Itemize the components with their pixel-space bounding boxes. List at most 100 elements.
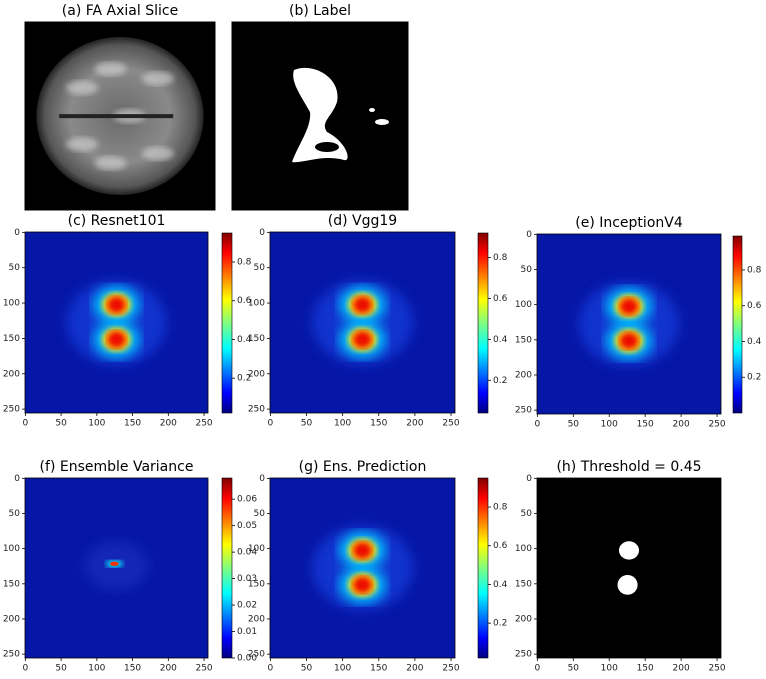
x-tick-label: 250 xyxy=(442,419,459,429)
y-tick-label: 100 xyxy=(248,544,265,554)
x-tick-label: 50 xyxy=(301,664,313,674)
y-tick-label: 100 xyxy=(515,544,532,554)
colorbar-tick-label: 0.4 xyxy=(493,335,508,345)
axes-frame xyxy=(536,477,722,659)
y-tick-label: 0 xyxy=(259,474,265,484)
colorbar-tick-label: 0.02 xyxy=(237,601,257,611)
white-matter xyxy=(142,146,174,161)
plot-area xyxy=(270,232,455,413)
colorbar-tick-label: 0.01 xyxy=(237,627,257,637)
y-tick-label: 50 xyxy=(9,263,21,273)
plot-area xyxy=(270,478,455,658)
y-tick-label: 0 xyxy=(14,474,20,484)
colorbar xyxy=(221,477,233,659)
panel-title: (c) Resnet101 xyxy=(68,213,166,229)
y-tick-label: 0 xyxy=(14,228,20,238)
white-matter xyxy=(94,156,127,170)
y-tick-label: 0 xyxy=(259,228,265,238)
x-tick-label: 0 xyxy=(534,664,540,674)
panel-title: (a) FA Axial Slice xyxy=(62,3,178,19)
x-tick-label: 50 xyxy=(55,664,67,674)
colorbar-tick-label: 0.8 xyxy=(237,258,252,268)
plot-area xyxy=(537,478,721,658)
colorbar-tick-label: 0.2 xyxy=(493,376,507,386)
y-tick-label: 200 xyxy=(3,614,20,624)
colorbar-tick-label: 0.6 xyxy=(493,294,508,304)
panel-title: (d) Vgg19 xyxy=(328,213,397,229)
y-tick-label: 200 xyxy=(515,614,532,624)
white-matter xyxy=(94,62,127,76)
y-tick-label: 100 xyxy=(248,299,265,309)
y-tick-label: 50 xyxy=(9,509,21,519)
x-tick-label: 100 xyxy=(88,419,105,429)
x-tick-label: 150 xyxy=(370,664,387,674)
plot-area xyxy=(232,22,408,210)
x-tick-label: 200 xyxy=(160,419,177,429)
panel-title: (h) Threshold = 0.45 xyxy=(556,459,701,475)
x-tick-label: 0 xyxy=(267,664,273,674)
x-tick-label: 50 xyxy=(55,419,67,429)
panel-title: (g) Ens. Prediction xyxy=(299,459,427,475)
panel-title: (b) Label xyxy=(289,3,351,19)
y-tick-label: 150 xyxy=(515,335,532,345)
plot-area xyxy=(25,232,208,413)
x-tick-label: 200 xyxy=(406,664,423,674)
label-region xyxy=(292,67,348,163)
x-tick-label: 250 xyxy=(708,420,725,430)
x-tick-label: 150 xyxy=(637,420,654,430)
mask-blob xyxy=(617,575,638,595)
y-tick-label: 250 xyxy=(515,650,532,660)
axes-frame xyxy=(269,231,456,414)
axes-frame xyxy=(24,231,209,414)
y-tick-label: 200 xyxy=(248,369,265,379)
colorbar xyxy=(477,232,489,414)
y-tick-label: 250 xyxy=(3,405,20,415)
axes-frame xyxy=(24,477,209,659)
y-tick-label: 50 xyxy=(254,263,266,273)
x-tick-label: 0 xyxy=(534,420,540,430)
colorbar-tick-label: 0.8 xyxy=(747,265,762,275)
x-tick-label: 150 xyxy=(370,419,387,429)
mask-blob xyxy=(618,541,640,560)
midline xyxy=(59,114,174,119)
y-tick-label: 250 xyxy=(3,650,20,660)
blob-core xyxy=(107,330,126,348)
colorbar-tick-label: 0.6 xyxy=(747,301,762,311)
x-tick-label: 250 xyxy=(195,419,212,429)
x-tick-label: 100 xyxy=(601,664,618,674)
x-tick-label: 200 xyxy=(406,419,423,429)
plot-area xyxy=(25,22,215,210)
label-spot xyxy=(375,119,389,125)
x-tick-label: 200 xyxy=(160,664,177,674)
colorbar-tick-label: 0.00 xyxy=(237,654,257,664)
colorbar-tick-label: 0.8 xyxy=(493,253,508,263)
y-tick-label: 150 xyxy=(3,579,20,589)
axes-frame xyxy=(269,477,456,659)
y-tick-label: 50 xyxy=(254,509,266,519)
x-tick-label: 150 xyxy=(124,664,141,674)
blob-core xyxy=(353,576,372,594)
plot-area xyxy=(25,478,208,658)
colorbar-tick-label: 0.05 xyxy=(237,521,257,531)
y-tick-label: 150 xyxy=(248,334,265,344)
white-matter xyxy=(66,137,98,152)
panel-frame xyxy=(231,21,409,211)
x-tick-label: 0 xyxy=(267,419,273,429)
colorbar-tick-label: 0.6 xyxy=(237,296,252,306)
colorbar-tick-label: 0.2 xyxy=(493,619,507,629)
blob-core xyxy=(353,541,372,559)
x-tick-label: 0 xyxy=(22,664,28,674)
x-tick-label: 250 xyxy=(195,664,212,674)
y-tick-label: 50 xyxy=(521,265,533,275)
y-tick-label: 200 xyxy=(515,370,532,380)
panel-frame xyxy=(24,21,216,211)
y-tick-label: 150 xyxy=(248,579,265,589)
y-tick-label: 250 xyxy=(515,406,532,416)
y-tick-label: 250 xyxy=(248,650,265,660)
y-tick-label: 0 xyxy=(526,474,532,484)
x-tick-label: 100 xyxy=(601,420,618,430)
y-tick-label: 100 xyxy=(3,299,20,309)
y-tick-label: 100 xyxy=(3,544,20,554)
blob-core xyxy=(353,330,372,348)
